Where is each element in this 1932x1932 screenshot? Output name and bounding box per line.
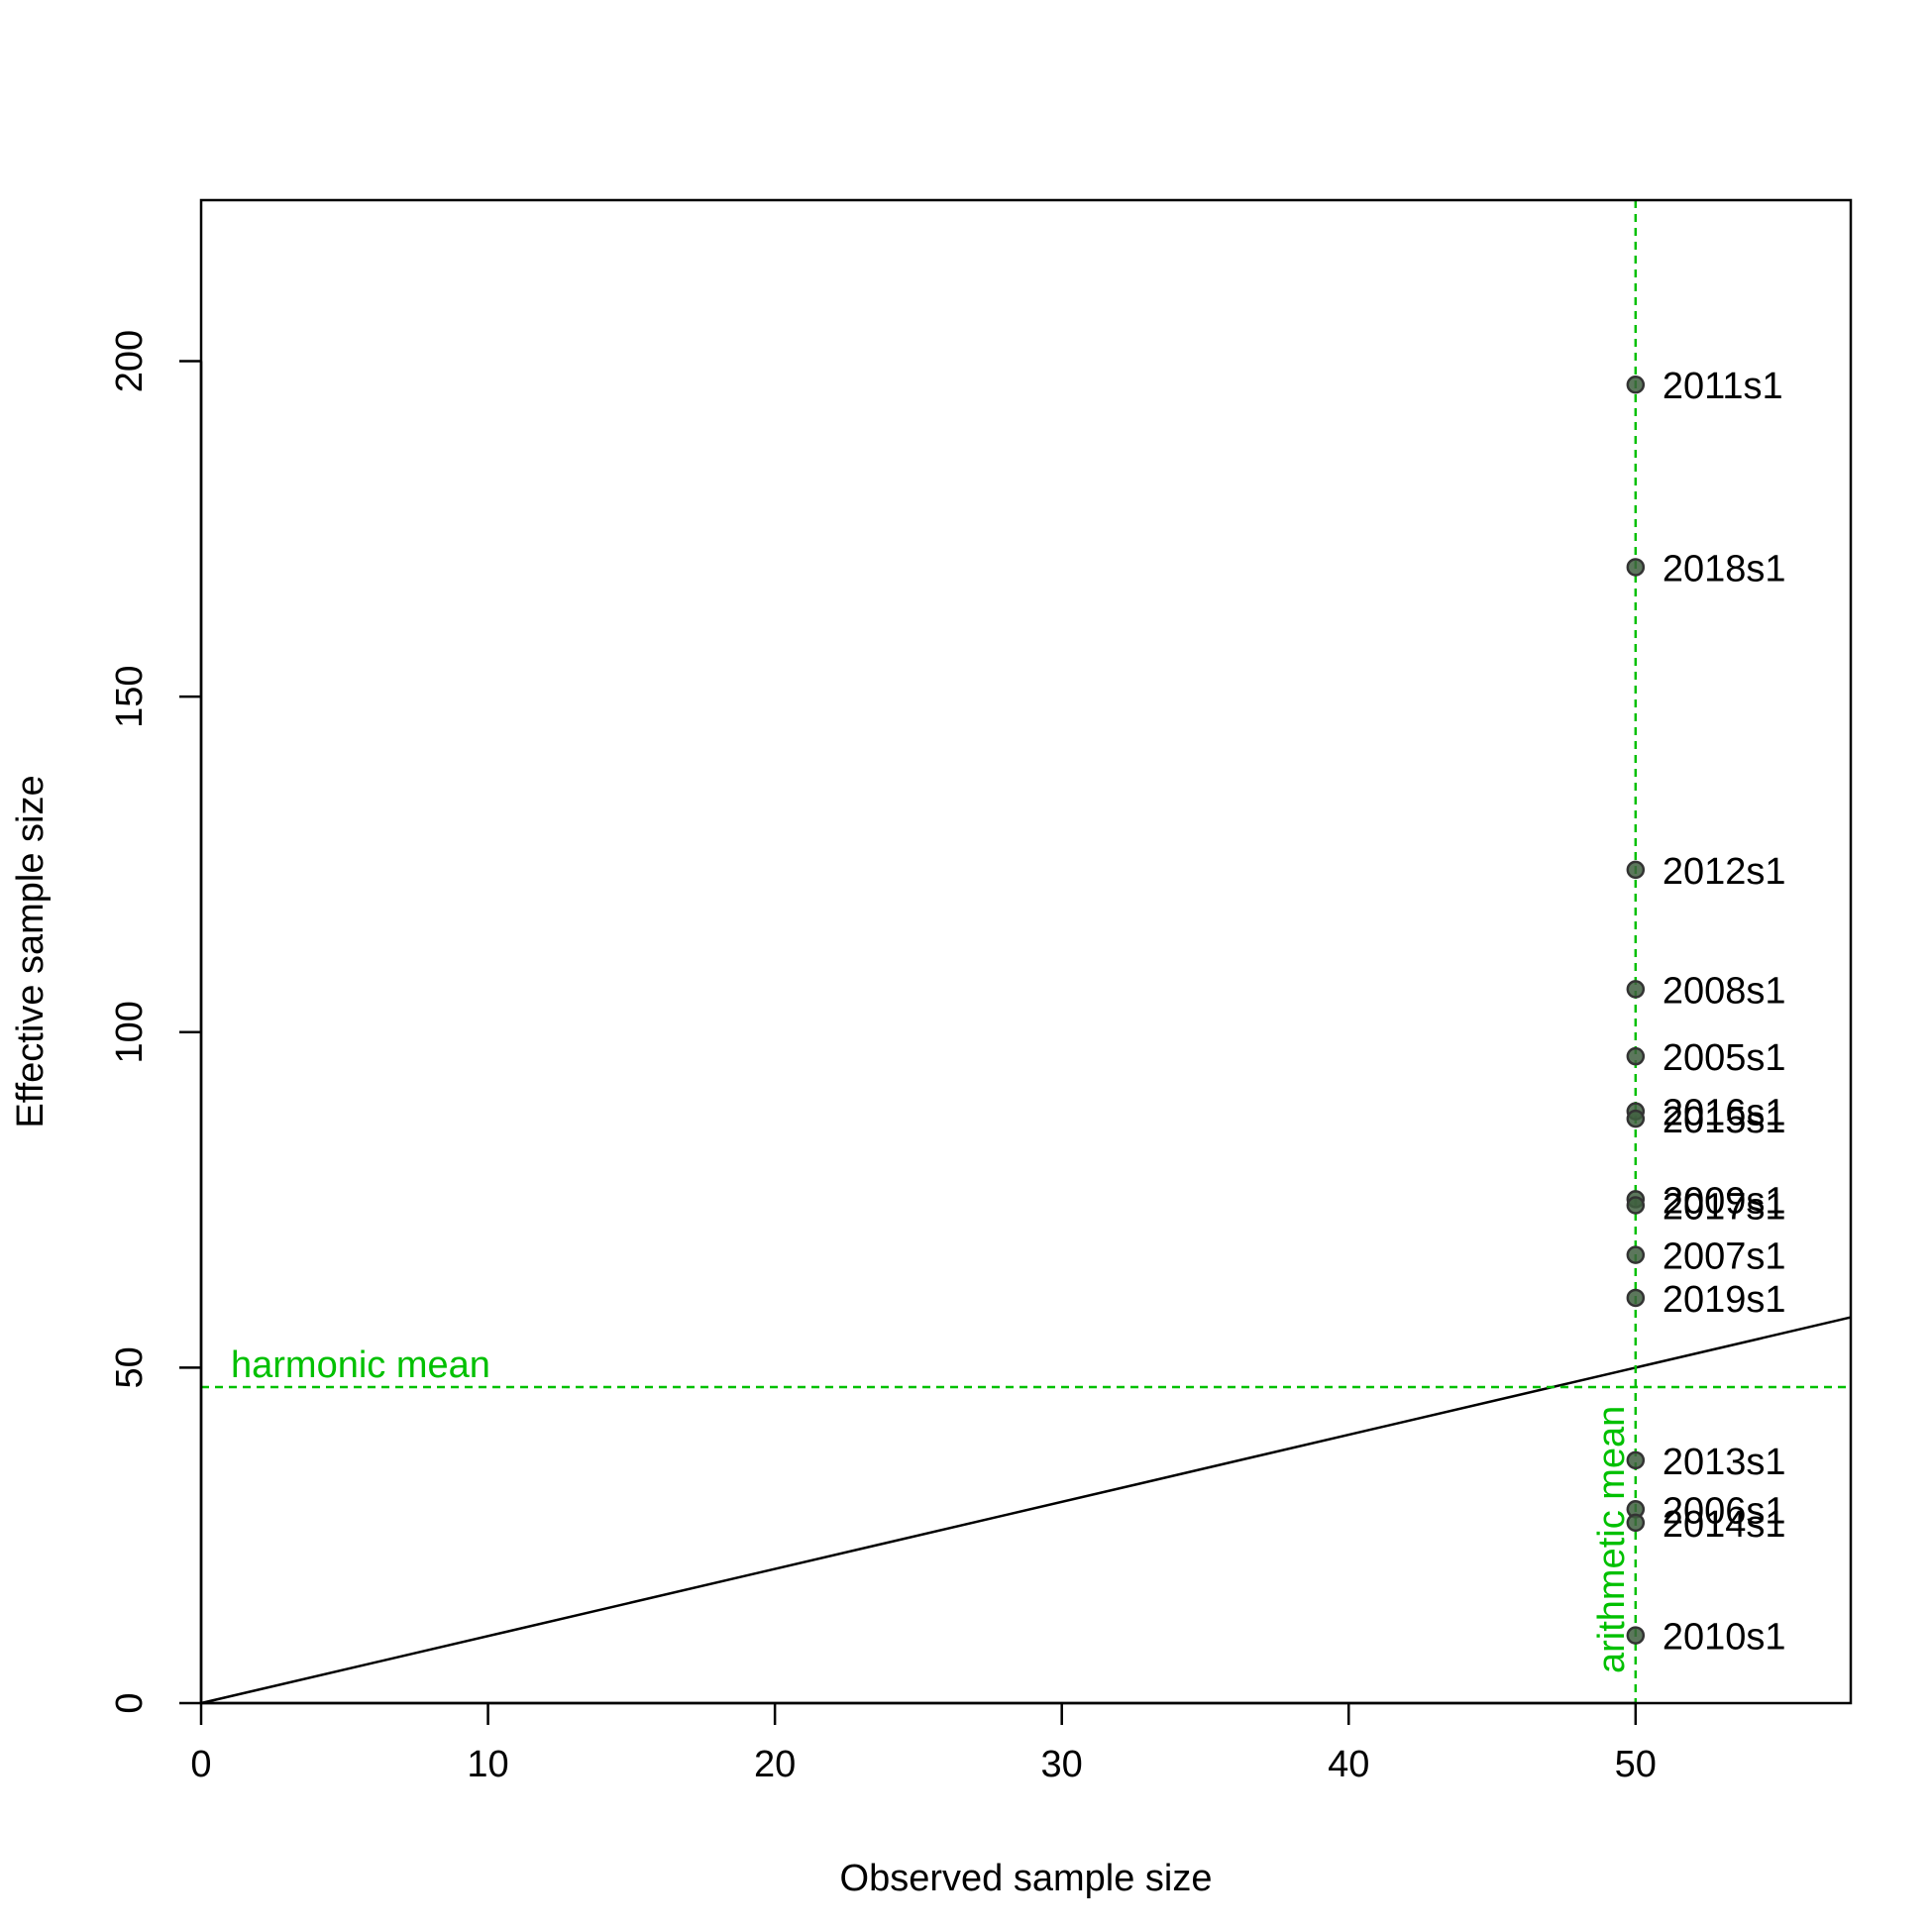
x-tick-label: 20 bbox=[754, 1744, 796, 1785]
data-point-label: 2009s1 bbox=[1663, 1180, 1786, 1222]
data-point-label: 2015s1 bbox=[1663, 1100, 1786, 1141]
data-point bbox=[1626, 1046, 1646, 1066]
data-point bbox=[1626, 1626, 1646, 1645]
data-point-label: 2013s1 bbox=[1663, 1442, 1786, 1483]
x-tick-label: 50 bbox=[1615, 1744, 1657, 1785]
data-point-label: 2014s1 bbox=[1663, 1504, 1786, 1546]
data-point-label: 2012s1 bbox=[1663, 851, 1786, 893]
x-tick-label: 30 bbox=[1041, 1744, 1083, 1785]
data-point-label: 2010s1 bbox=[1663, 1617, 1786, 1659]
data-point bbox=[1626, 1245, 1646, 1264]
data-point-label: 2018s1 bbox=[1663, 548, 1786, 590]
data-point-label: 2006s1 bbox=[1663, 1490, 1786, 1532]
y-tick-label: 200 bbox=[109, 330, 151, 392]
x-axis-title: Observed sample size bbox=[840, 1858, 1213, 1899]
data-point bbox=[1626, 860, 1646, 880]
y-tick-label: 150 bbox=[109, 665, 151, 727]
data-point-label: 2011s1 bbox=[1663, 366, 1783, 407]
x-tick-label: 0 bbox=[190, 1744, 211, 1785]
data-point bbox=[1626, 980, 1646, 999]
x-tick-label: 40 bbox=[1328, 1744, 1369, 1785]
reference-line-1to1 bbox=[200, 1316, 1852, 1705]
x-tick-label: 10 bbox=[467, 1744, 508, 1785]
y-tick-label: 0 bbox=[109, 1692, 151, 1713]
data-point-label: 2017s1 bbox=[1663, 1186, 1786, 1228]
data-point-label: 2007s1 bbox=[1663, 1236, 1786, 1278]
y-axis-title: Effective sample size bbox=[10, 775, 52, 1127]
data-point bbox=[1626, 558, 1646, 577]
data-point bbox=[1626, 1513, 1646, 1533]
data-point-label: 2016s1 bbox=[1663, 1093, 1786, 1134]
data-point bbox=[1626, 1196, 1646, 1215]
arithmetic-mean-label: arithmetic mean bbox=[1591, 1406, 1633, 1673]
data-point-label: 2005s1 bbox=[1663, 1037, 1786, 1079]
data-point-label: 2019s1 bbox=[1663, 1279, 1786, 1321]
plot-content: harmonic mean arithmetic mean 2011s1 2018s1… bbox=[200, 200, 1852, 1705]
data-point bbox=[1626, 1288, 1646, 1308]
data-point bbox=[1626, 1450, 1646, 1470]
data-point bbox=[1626, 375, 1646, 394]
harmonic-mean-label: harmonic mean bbox=[231, 1344, 490, 1386]
data-point-label: 2008s1 bbox=[1663, 970, 1786, 1012]
y-tick-label: 50 bbox=[109, 1346, 151, 1388]
y-tick-label: 100 bbox=[109, 1001, 151, 1063]
data-point bbox=[1626, 1109, 1646, 1128]
plot-frame bbox=[199, 198, 1853, 1705]
